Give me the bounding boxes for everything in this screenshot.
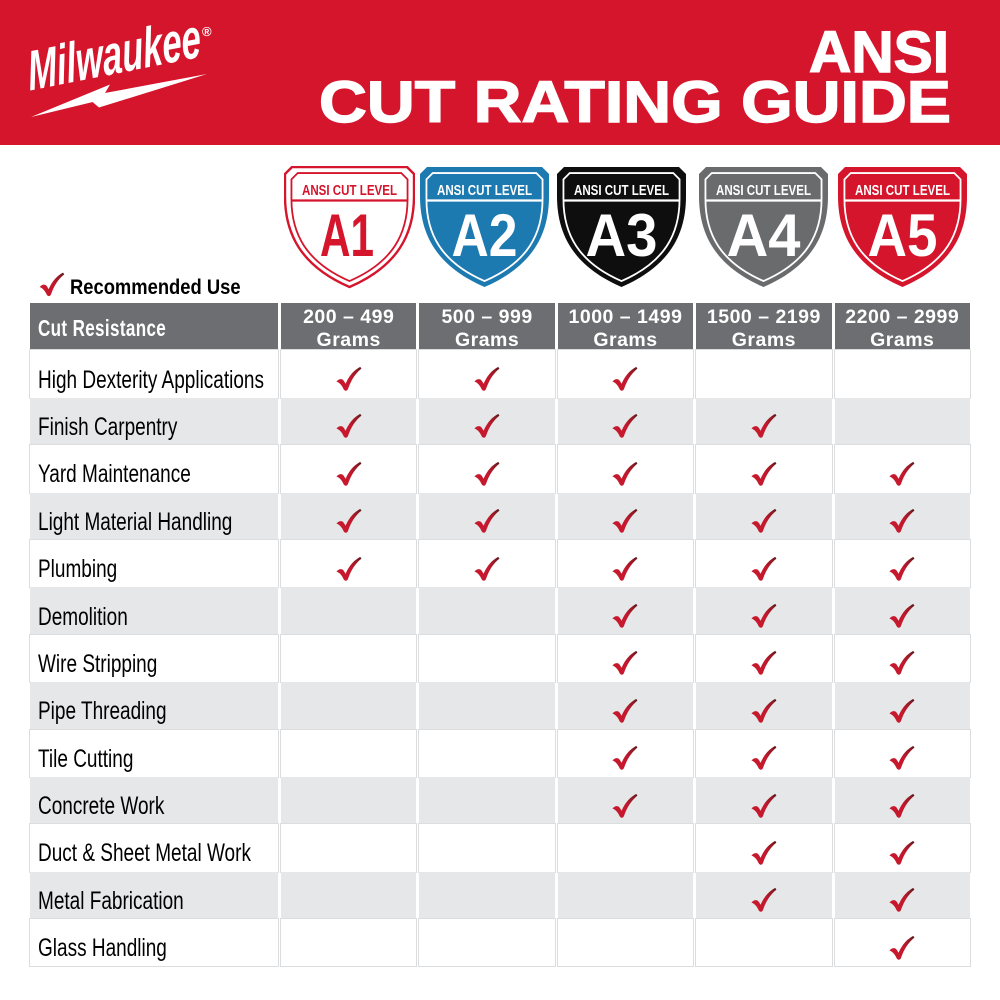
svg-text:A5: A5 <box>868 202 938 269</box>
svg-text:Milwaukee: Milwaukee <box>25 6 203 103</box>
svg-text:ANSI CUT LEVEL: ANSI CUT LEVEL <box>716 183 811 199</box>
svg-text:ANSI CUT LEVEL: ANSI CUT LEVEL <box>302 183 397 199</box>
svg-text:A1: A1 <box>320 202 374 269</box>
svg-text:ANSI CUT LEVEL: ANSI CUT LEVEL <box>574 183 669 199</box>
svg-text:ANSI CUT LEVEL: ANSI CUT LEVEL <box>437 183 532 199</box>
svg-text:A4: A4 <box>727 202 802 269</box>
svg-text:CUT RATING GUIDE: CUT RATING GUIDE <box>319 70 951 135</box>
svg-text:ANSI: ANSI <box>809 20 949 85</box>
svg-text:A2: A2 <box>452 202 518 269</box>
svg-text:A3: A3 <box>586 202 658 269</box>
svg-text:ANSI CUT LEVEL: ANSI CUT LEVEL <box>855 183 950 199</box>
svg-text:®: ® <box>202 24 212 39</box>
